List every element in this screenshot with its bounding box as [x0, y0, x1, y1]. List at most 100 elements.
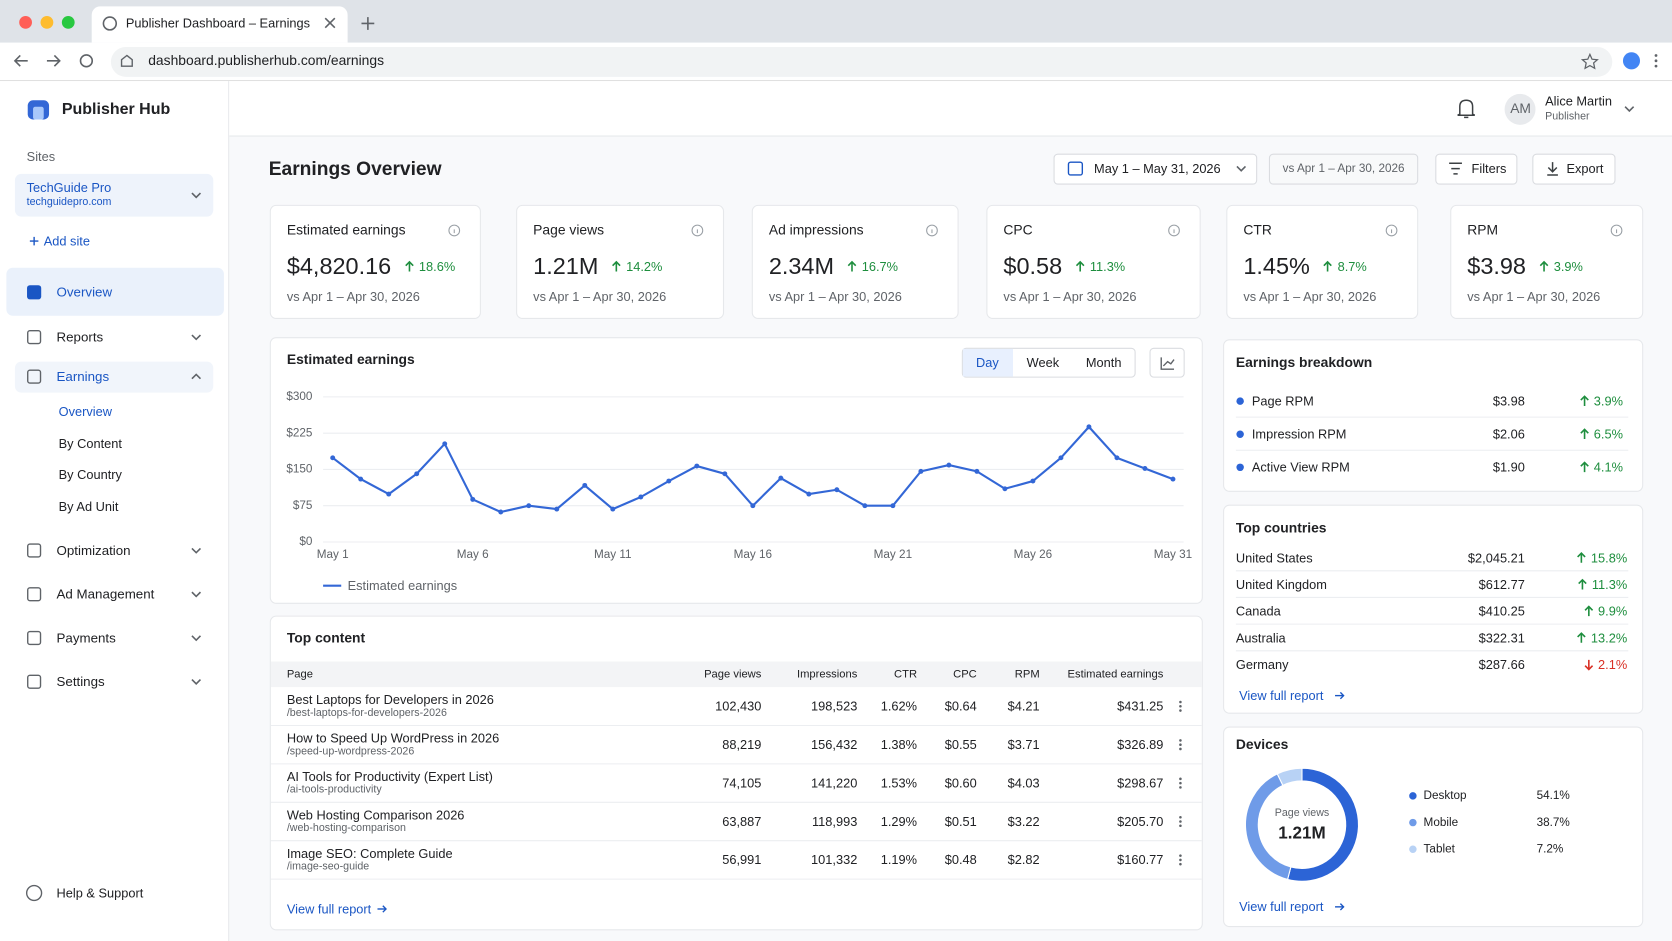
new-tab: [361, 17, 375, 30]
row-title[interactable]: Best Laptops for Developers in 2026: [286, 692, 494, 708]
nav-item[interactable]: Reports: [56, 329, 104, 345]
export[interactable]: Export: [1566, 161, 1604, 177]
range-toggle[interactable]: Month: [1085, 355, 1122, 371]
menu-dot: [1654, 64, 1658, 68]
data-point: [834, 487, 840, 493]
data-point: [526, 503, 532, 509]
cell: 102,430: [715, 698, 762, 714]
cell: $4.03: [1007, 775, 1040, 791]
date-picker[interactable]: [1053, 153, 1258, 185]
nav-item[interactable]: Payments: [56, 630, 116, 646]
add-site[interactable]: Add site: [43, 233, 90, 249]
toggle-active[interactable]: [962, 348, 1014, 377]
y-tick-label: $75: [292, 499, 313, 513]
filters[interactable]: Filters: [1471, 161, 1507, 177]
export-icon: [1547, 162, 1558, 176]
row-menu-dot: [1179, 700, 1182, 704]
country-value: $2,045.21: [1467, 550, 1525, 566]
row-title[interactable]: How to Speed Up WordPress in 2026: [286, 730, 500, 746]
earnings-menu-item[interactable]: Overview: [58, 404, 112, 420]
chevron: [191, 373, 202, 380]
row-title[interactable]: Image SEO: Complete Guide: [286, 846, 453, 861]
change-value: 4.1%: [1593, 459, 1623, 475]
site-selector[interactable]: [14, 173, 214, 217]
view-report-link[interactable]: View full report: [286, 901, 372, 917]
change-value: 15.8%: [1590, 550, 1628, 566]
date-range[interactable]: May 1 – May 31, 2026: [1094, 161, 1221, 177]
data-point: [1002, 486, 1008, 492]
kpi-value-row: $3.98 3.9%: [1467, 252, 1583, 282]
trend-arrow: [612, 260, 621, 272]
country-name: Canada: [1235, 603, 1281, 619]
sites-label: Sites: [26, 149, 56, 165]
url: dashboard.publisherhub.com/earnings: [148, 52, 385, 69]
row-path: /web-hosting-comparison: [286, 822, 406, 835]
compare-picker[interactable]: [1268, 153, 1419, 185]
kpi-label: CPC: [1003, 221, 1033, 238]
countries-card: [1223, 504, 1644, 714]
compare-range[interactable]: vs Apr 1 – Apr 30, 2026: [1282, 162, 1405, 175]
cell: $0.64: [944, 698, 977, 714]
avatar[interactable]: [1504, 93, 1536, 125]
tab-close: [324, 17, 336, 29]
nav-item[interactable]: Optimization: [56, 543, 131, 558]
kpi-card: [516, 204, 725, 320]
row-menu-dot: [1179, 747, 1182, 751]
change-value: 18.6%: [418, 259, 456, 275]
change-value: 16.7%: [861, 259, 899, 275]
breakdown-dot: [1236, 430, 1244, 438]
range-toggle[interactable]: Day: [976, 355, 999, 371]
row-menu-dot: [1179, 824, 1182, 828]
site-info: [120, 54, 133, 67]
nav-item[interactable]: Earnings: [56, 369, 110, 385]
country-value: $287.66: [1478, 657, 1525, 673]
row-title[interactable]: Web Hosting Comparison 2026: [286, 807, 465, 823]
countries-title: Top countries: [1235, 519, 1327, 536]
menu-dot: [1654, 54, 1658, 57]
row-title[interactable]: AI Tools for Productivity (Expert List): [286, 769, 493, 785]
export-button[interactable]: [1532, 153, 1616, 185]
data-point: [778, 475, 784, 481]
view-report-link[interactable]: View full report: [1239, 688, 1324, 704]
cell: $298.67: [1117, 775, 1164, 791]
tab-icon: [102, 16, 118, 31]
nav-item[interactable]: Settings: [56, 674, 105, 690]
bookmark-star: [1580, 52, 1599, 70]
nav-active[interactable]: [6, 267, 224, 316]
data-point: [946, 462, 952, 468]
help[interactable]: Help & Support: [56, 885, 144, 901]
cell: $3.71: [1007, 737, 1040, 753]
chart-card: [269, 337, 1203, 604]
nav-item[interactable]: Ad Management: [56, 586, 155, 602]
range-toggle[interactable]: Week: [1026, 355, 1060, 371]
cell: 1.53%: [880, 775, 918, 791]
kpi-label: Page views: [533, 221, 605, 238]
site-name[interactable]: TechGuide Pro: [26, 180, 112, 196]
view-report-link[interactable]: View full report: [1239, 899, 1324, 915]
user-role: Publisher: [1545, 110, 1590, 123]
legend-dot: [1409, 818, 1417, 827]
table-header: [270, 661, 1202, 688]
nav-icon: [27, 369, 42, 384]
change-value: 6.5%: [1593, 426, 1623, 442]
cell: $2.82: [1007, 852, 1040, 868]
data-point: [638, 494, 644, 500]
kpi-compare: vs Apr 1 – Apr 30, 2026: [286, 289, 420, 305]
tab[interactable]: [91, 6, 348, 43]
info-icon: [448, 224, 461, 237]
cell: $160.77: [1117, 852, 1164, 868]
earnings-menu-item[interactable]: By Content: [58, 436, 122, 452]
address-bar[interactable]: [110, 46, 1613, 77]
devices-title: Devices: [1235, 736, 1289, 753]
y-tick-label: $300: [286, 390, 313, 404]
cell: 1.62%: [880, 698, 918, 714]
earnings-menu-item[interactable]: By Country: [58, 467, 122, 483]
nav-earnings-bg[interactable]: [14, 361, 214, 393]
nav-icon: [27, 587, 42, 602]
y-tick-label: $225: [286, 426, 313, 440]
row-menu-dot: [1179, 743, 1182, 746]
nav-item[interactable]: Overview: [56, 284, 113, 300]
filters-button[interactable]: [1435, 153, 1518, 185]
earnings-menu-item[interactable]: By Ad Unit: [58, 499, 119, 515]
